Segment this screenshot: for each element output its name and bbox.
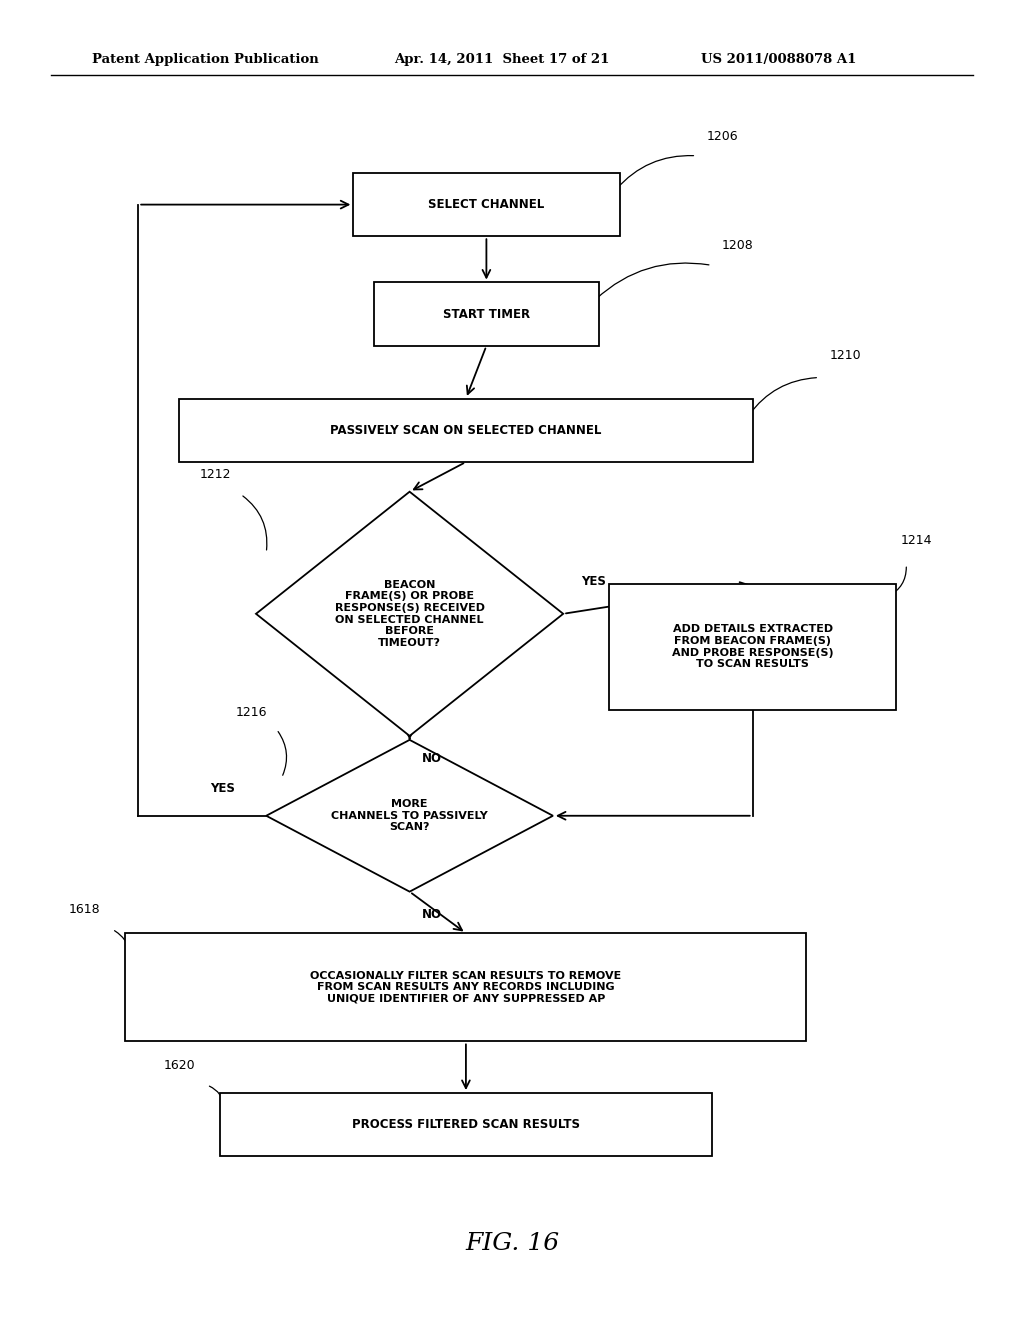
FancyBboxPatch shape <box>220 1093 712 1156</box>
Text: MORE
CHANNELS TO PASSIVELY
SCAN?: MORE CHANNELS TO PASSIVELY SCAN? <box>331 799 488 833</box>
Text: 1206: 1206 <box>707 129 738 143</box>
Text: YES: YES <box>210 781 234 795</box>
Text: START TIMER: START TIMER <box>442 308 530 321</box>
Text: Patent Application Publication: Patent Application Publication <box>92 53 318 66</box>
Polygon shape <box>266 739 553 892</box>
Text: 1620: 1620 <box>164 1059 196 1072</box>
Text: SELECT CHANNEL: SELECT CHANNEL <box>428 198 545 211</box>
Text: US 2011/0088078 A1: US 2011/0088078 A1 <box>701 53 857 66</box>
Text: PASSIVELY SCAN ON SELECTED CHANNEL: PASSIVELY SCAN ON SELECTED CHANNEL <box>330 424 602 437</box>
FancyBboxPatch shape <box>609 583 896 710</box>
Text: Apr. 14, 2011  Sheet 17 of 21: Apr. 14, 2011 Sheet 17 of 21 <box>394 53 609 66</box>
Text: OCCASIONALLY FILTER SCAN RESULTS TO REMOVE
FROM SCAN RESULTS ANY RECORDS INCLUDI: OCCASIONALLY FILTER SCAN RESULTS TO REMO… <box>310 970 622 1005</box>
FancyBboxPatch shape <box>125 933 807 1041</box>
Text: FIG. 16: FIG. 16 <box>465 1232 559 1255</box>
Text: 1214: 1214 <box>901 535 933 548</box>
FancyBboxPatch shape <box>353 173 620 236</box>
Text: 1208: 1208 <box>722 239 754 252</box>
FancyBboxPatch shape <box>179 399 753 462</box>
Text: NO: NO <box>422 908 442 921</box>
FancyBboxPatch shape <box>374 282 599 346</box>
Text: NO: NO <box>422 752 442 766</box>
Text: 1216: 1216 <box>236 706 267 719</box>
Text: YES: YES <box>582 574 606 587</box>
Text: 1618: 1618 <box>70 903 100 916</box>
Text: BEACON
FRAME(S) OR PROBE
RESPONSE(S) RECEIVED
ON SELECTED CHANNEL
BEFORE
TIMEOUT: BEACON FRAME(S) OR PROBE RESPONSE(S) REC… <box>335 579 484 648</box>
Text: 1210: 1210 <box>829 348 861 362</box>
Polygon shape <box>256 491 563 737</box>
Text: PROCESS FILTERED SCAN RESULTS: PROCESS FILTERED SCAN RESULTS <box>352 1118 580 1131</box>
Text: 1212: 1212 <box>200 469 231 482</box>
Text: ADD DETAILS EXTRACTED
FROM BEACON FRAME(S)
AND PROBE RESPONSE(S)
TO SCAN RESULTS: ADD DETAILS EXTRACTED FROM BEACON FRAME(… <box>672 624 834 669</box>
